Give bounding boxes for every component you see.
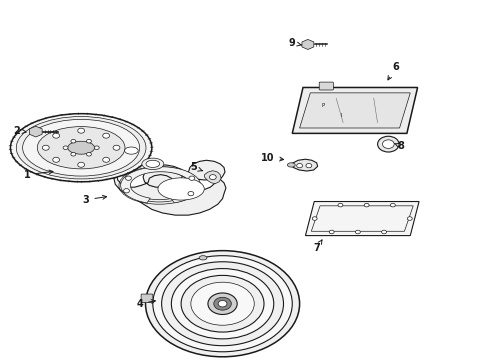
Circle shape (102, 133, 109, 138)
Text: 1: 1 (24, 170, 53, 180)
Ellipse shape (171, 269, 273, 339)
Circle shape (123, 189, 129, 193)
Circle shape (102, 157, 109, 162)
Ellipse shape (199, 256, 206, 260)
Circle shape (337, 203, 342, 207)
Ellipse shape (145, 251, 299, 357)
Ellipse shape (124, 147, 138, 154)
Circle shape (71, 139, 76, 143)
Ellipse shape (190, 282, 254, 325)
Circle shape (86, 139, 91, 143)
Circle shape (389, 203, 394, 207)
FancyBboxPatch shape (319, 82, 333, 90)
Ellipse shape (37, 127, 125, 169)
Text: 7: 7 (313, 240, 321, 253)
Polygon shape (299, 93, 409, 128)
Circle shape (407, 217, 411, 220)
Polygon shape (305, 202, 418, 235)
Text: I: I (340, 113, 341, 118)
Text: 5: 5 (189, 162, 202, 172)
Circle shape (377, 136, 398, 152)
Text: 8: 8 (393, 141, 403, 151)
FancyBboxPatch shape (141, 294, 153, 303)
Ellipse shape (146, 160, 159, 167)
Text: 4: 4 (136, 299, 155, 309)
Circle shape (207, 293, 237, 315)
Ellipse shape (142, 158, 163, 170)
Polygon shape (114, 143, 225, 215)
Circle shape (125, 176, 131, 180)
Text: 6: 6 (387, 62, 398, 80)
Text: 3: 3 (82, 195, 106, 205)
Circle shape (213, 297, 231, 310)
Circle shape (312, 217, 317, 220)
Circle shape (364, 203, 368, 207)
Ellipse shape (16, 117, 146, 179)
Circle shape (355, 230, 360, 234)
Ellipse shape (158, 178, 204, 200)
Circle shape (63, 146, 68, 149)
Text: 2: 2 (13, 126, 26, 135)
Circle shape (53, 157, 60, 162)
Circle shape (78, 128, 84, 133)
Circle shape (209, 175, 216, 180)
Ellipse shape (22, 120, 140, 176)
Circle shape (94, 146, 99, 149)
Ellipse shape (287, 163, 295, 167)
Circle shape (86, 152, 91, 156)
Circle shape (305, 163, 311, 168)
Circle shape (382, 140, 393, 148)
Ellipse shape (119, 144, 144, 157)
Circle shape (187, 192, 193, 196)
Ellipse shape (68, 141, 94, 154)
Polygon shape (121, 167, 200, 203)
Ellipse shape (161, 262, 283, 346)
Circle shape (113, 145, 120, 150)
Text: P: P (321, 103, 324, 108)
Polygon shape (302, 40, 313, 49)
Polygon shape (29, 126, 42, 137)
Circle shape (53, 133, 60, 138)
Circle shape (78, 162, 84, 167)
Circle shape (381, 230, 386, 234)
Polygon shape (204, 171, 221, 184)
Ellipse shape (153, 256, 292, 352)
Circle shape (328, 230, 333, 234)
Ellipse shape (10, 114, 152, 182)
Polygon shape (290, 159, 317, 171)
Circle shape (296, 163, 302, 168)
Circle shape (42, 145, 49, 150)
Circle shape (218, 301, 226, 307)
Circle shape (71, 152, 76, 156)
Text: 9: 9 (288, 38, 301, 48)
Polygon shape (292, 87, 417, 134)
Circle shape (188, 176, 194, 180)
Text: 10: 10 (261, 153, 283, 163)
Ellipse shape (181, 275, 264, 332)
